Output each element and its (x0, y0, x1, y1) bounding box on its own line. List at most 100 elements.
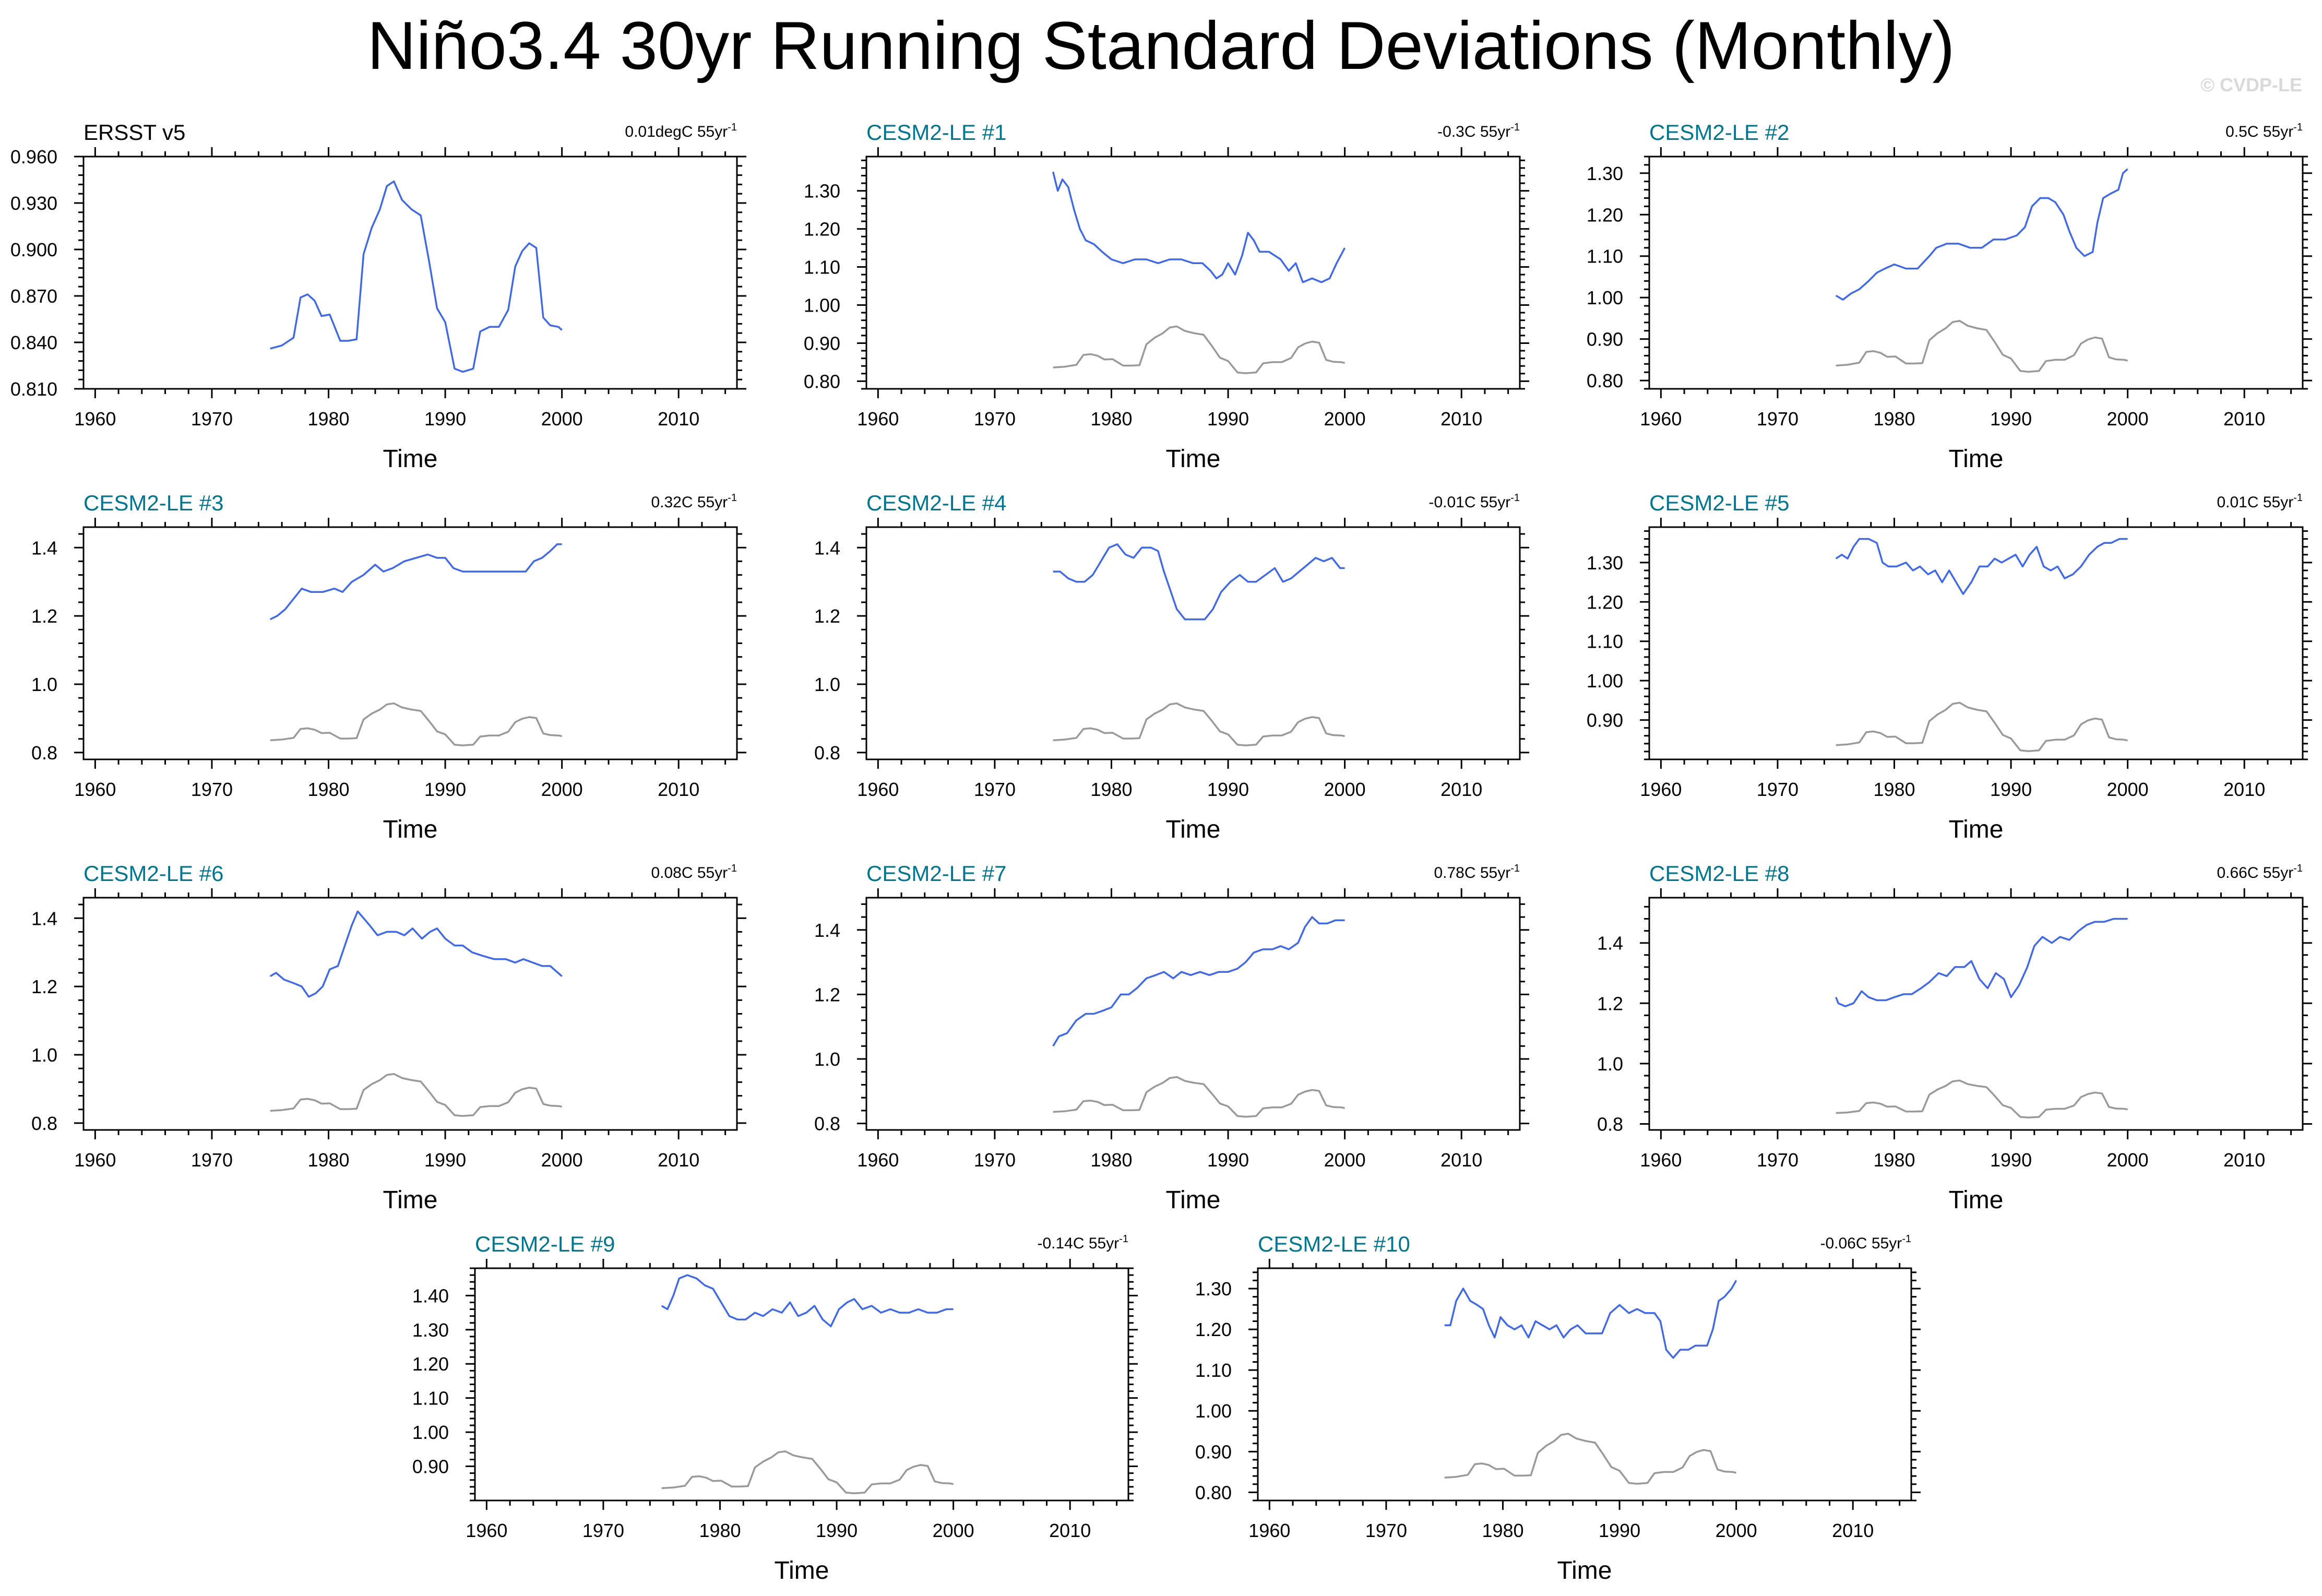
x-tick-label: 1990 (1207, 779, 1249, 800)
y-tick-label: 0.90 (1195, 1441, 1232, 1462)
chart-panel-9: 1960 1970 1980 1990 2000 2010 0.8 1.0 1.2 1.4 Time… (1597, 861, 2312, 1214)
trend-exponent: -1 (2293, 492, 2303, 504)
obs-reference-line (1836, 701, 2128, 752)
x-tick-label: 1960 (466, 1520, 507, 1541)
x-tick-label: 1960 (1248, 1520, 1290, 1541)
obs-reference-line (1836, 319, 2128, 373)
y-tick-label: 1.30 (1587, 163, 1623, 184)
plot-frame (1257, 1267, 1912, 1502)
trend-value: 0.01C 55yr (2217, 494, 2293, 511)
x-tick-label: 1980 (1873, 779, 1915, 800)
x-tick-label: 2010 (1049, 1520, 1091, 1541)
x-axis-label: Time (383, 1186, 438, 1214)
x-tick-label: 1990 (424, 779, 466, 800)
x-tick-label: 1990 (424, 408, 466, 430)
x-tick-label: 1970 (191, 408, 233, 430)
x-tick-label: 1980 (307, 779, 349, 800)
x-tick-label: 1960 (1640, 779, 1682, 800)
obs-reference-line (661, 1450, 954, 1495)
y-tick-label: 1.20 (1587, 591, 1623, 613)
trend-value: 0.66C 55yr (2217, 864, 2293, 882)
plot-frame (1648, 526, 2304, 760)
series-line (1053, 543, 1345, 621)
y-tick-label: 1.2 (814, 984, 840, 1005)
y-tick-label: 1.30 (412, 1319, 449, 1341)
series-line (661, 1274, 954, 1328)
plot-frame (474, 1267, 1129, 1502)
trend-exponent: -1 (2293, 863, 2303, 874)
y-tick-label: 1.40 (412, 1285, 449, 1306)
y-tick-label: 1.00 (412, 1422, 449, 1443)
x-tick-label: 1960 (74, 408, 116, 430)
trend-label: -0.06C 55yr-1 (1820, 1233, 1911, 1252)
trend-label: 0.32C 55yr-1 (651, 492, 737, 511)
x-tick-label: 2010 (658, 779, 699, 800)
y-tick-label: 1.20 (412, 1353, 449, 1375)
x-tick-label: 1970 (582, 1520, 624, 1541)
trend-label: -0.14C 55yr-1 (1037, 1233, 1128, 1252)
x-tick-label: 1970 (974, 779, 1016, 800)
x-tick-label: 1980 (1090, 1149, 1132, 1171)
x-tick-label: 1990 (1990, 408, 2032, 430)
x-tick-label: 1970 (1365, 1520, 1407, 1541)
trend-exponent: -1 (1119, 1233, 1128, 1245)
y-tick-label: 1.2 (31, 976, 57, 997)
y-tick-label: 1.10 (804, 257, 840, 278)
x-tick-label: 1990 (1990, 779, 2032, 800)
y-tick-label: 1.20 (1195, 1319, 1232, 1340)
x-axis-label: Time (775, 1557, 829, 1585)
y-tick-label: 0.840 (10, 332, 57, 353)
x-tick-label: 1980 (1482, 1520, 1523, 1541)
x-tick-label: 1980 (1090, 408, 1132, 430)
plot-frame (865, 156, 1521, 390)
panel-title: ERSST v5 (84, 120, 185, 145)
x-tick-label: 2000 (541, 1149, 583, 1171)
x-tick-label: 1970 (1757, 1149, 1799, 1171)
x-tick-label: 2010 (658, 408, 699, 430)
obs-reference-line (1053, 325, 1345, 374)
x-axis-label: Time (1557, 1557, 1612, 1585)
trend-exponent: -1 (1510, 122, 1520, 133)
chart-panel-7: 1960 1970 1980 1990 2000 2010 0.8 1.0 1.2 1.4 Time… (31, 861, 746, 1214)
trend-value: -0.3C 55yr (1437, 123, 1510, 140)
chart-panel-6: 1960 1970 1980 1990 2000 2010 0.90 1.00 1.10 1.20… (1587, 491, 2312, 843)
trend-exponent: -1 (728, 122, 737, 133)
panel-title: CESM2-LE #9 (475, 1232, 615, 1256)
trend-label: 0.01C 55yr-1 (2217, 492, 2303, 511)
x-tick-label: 2000 (1324, 408, 1366, 430)
x-tick-label: 1970 (191, 1149, 233, 1171)
plot-frame (865, 897, 1521, 1131)
plot-frame (1648, 156, 2304, 390)
y-tick-label: 1.00 (1195, 1400, 1232, 1422)
trend-label: 0.5C 55yr-1 (2225, 122, 2303, 140)
trend-exponent: -1 (1510, 863, 1520, 874)
x-tick-label: 2000 (2107, 779, 2149, 800)
trend-value: 0.08C 55yr (651, 864, 728, 882)
obs-reference-line (1053, 702, 1345, 746)
x-tick-label: 2000 (2107, 408, 2149, 430)
x-axis-label: Time (1166, 445, 1221, 473)
x-tick-label: 1970 (1757, 408, 1799, 430)
y-tick-label: 1.10 (412, 1388, 449, 1409)
y-tick-label: 0.900 (10, 239, 57, 260)
x-tick-label: 2010 (1440, 408, 1482, 430)
y-tick-label: 0.90 (804, 332, 840, 354)
x-tick-label: 2000 (541, 779, 583, 800)
y-tick-label: 0.870 (10, 285, 57, 307)
y-tick-label: 1.20 (804, 219, 840, 240)
x-tick-label: 1970 (974, 1149, 1016, 1171)
y-tick-label: 1.0 (1597, 1053, 1623, 1075)
panel-title: CESM2-LE #4 (866, 491, 1006, 515)
x-tick-label: 1990 (1207, 408, 1249, 430)
x-tick-label: 2000 (1324, 1149, 1366, 1171)
x-tick-label: 1960 (1640, 1149, 1682, 1171)
y-tick-label: 1.2 (1597, 993, 1623, 1014)
series-line (1835, 918, 2128, 1007)
y-tick-label: 0.8 (814, 742, 840, 764)
x-tick-label: 1970 (974, 408, 1016, 430)
chart-panel-10: 1960 1970 1980 1990 2000 2010 0.90 1.00 1.10 1.20… (412, 1232, 1138, 1585)
y-tick-label: 1.10 (1195, 1360, 1232, 1381)
trend-label: 0.08C 55yr-1 (651, 863, 737, 882)
x-tick-label: 2010 (2223, 408, 2265, 430)
x-tick-label: 1990 (424, 1149, 466, 1171)
